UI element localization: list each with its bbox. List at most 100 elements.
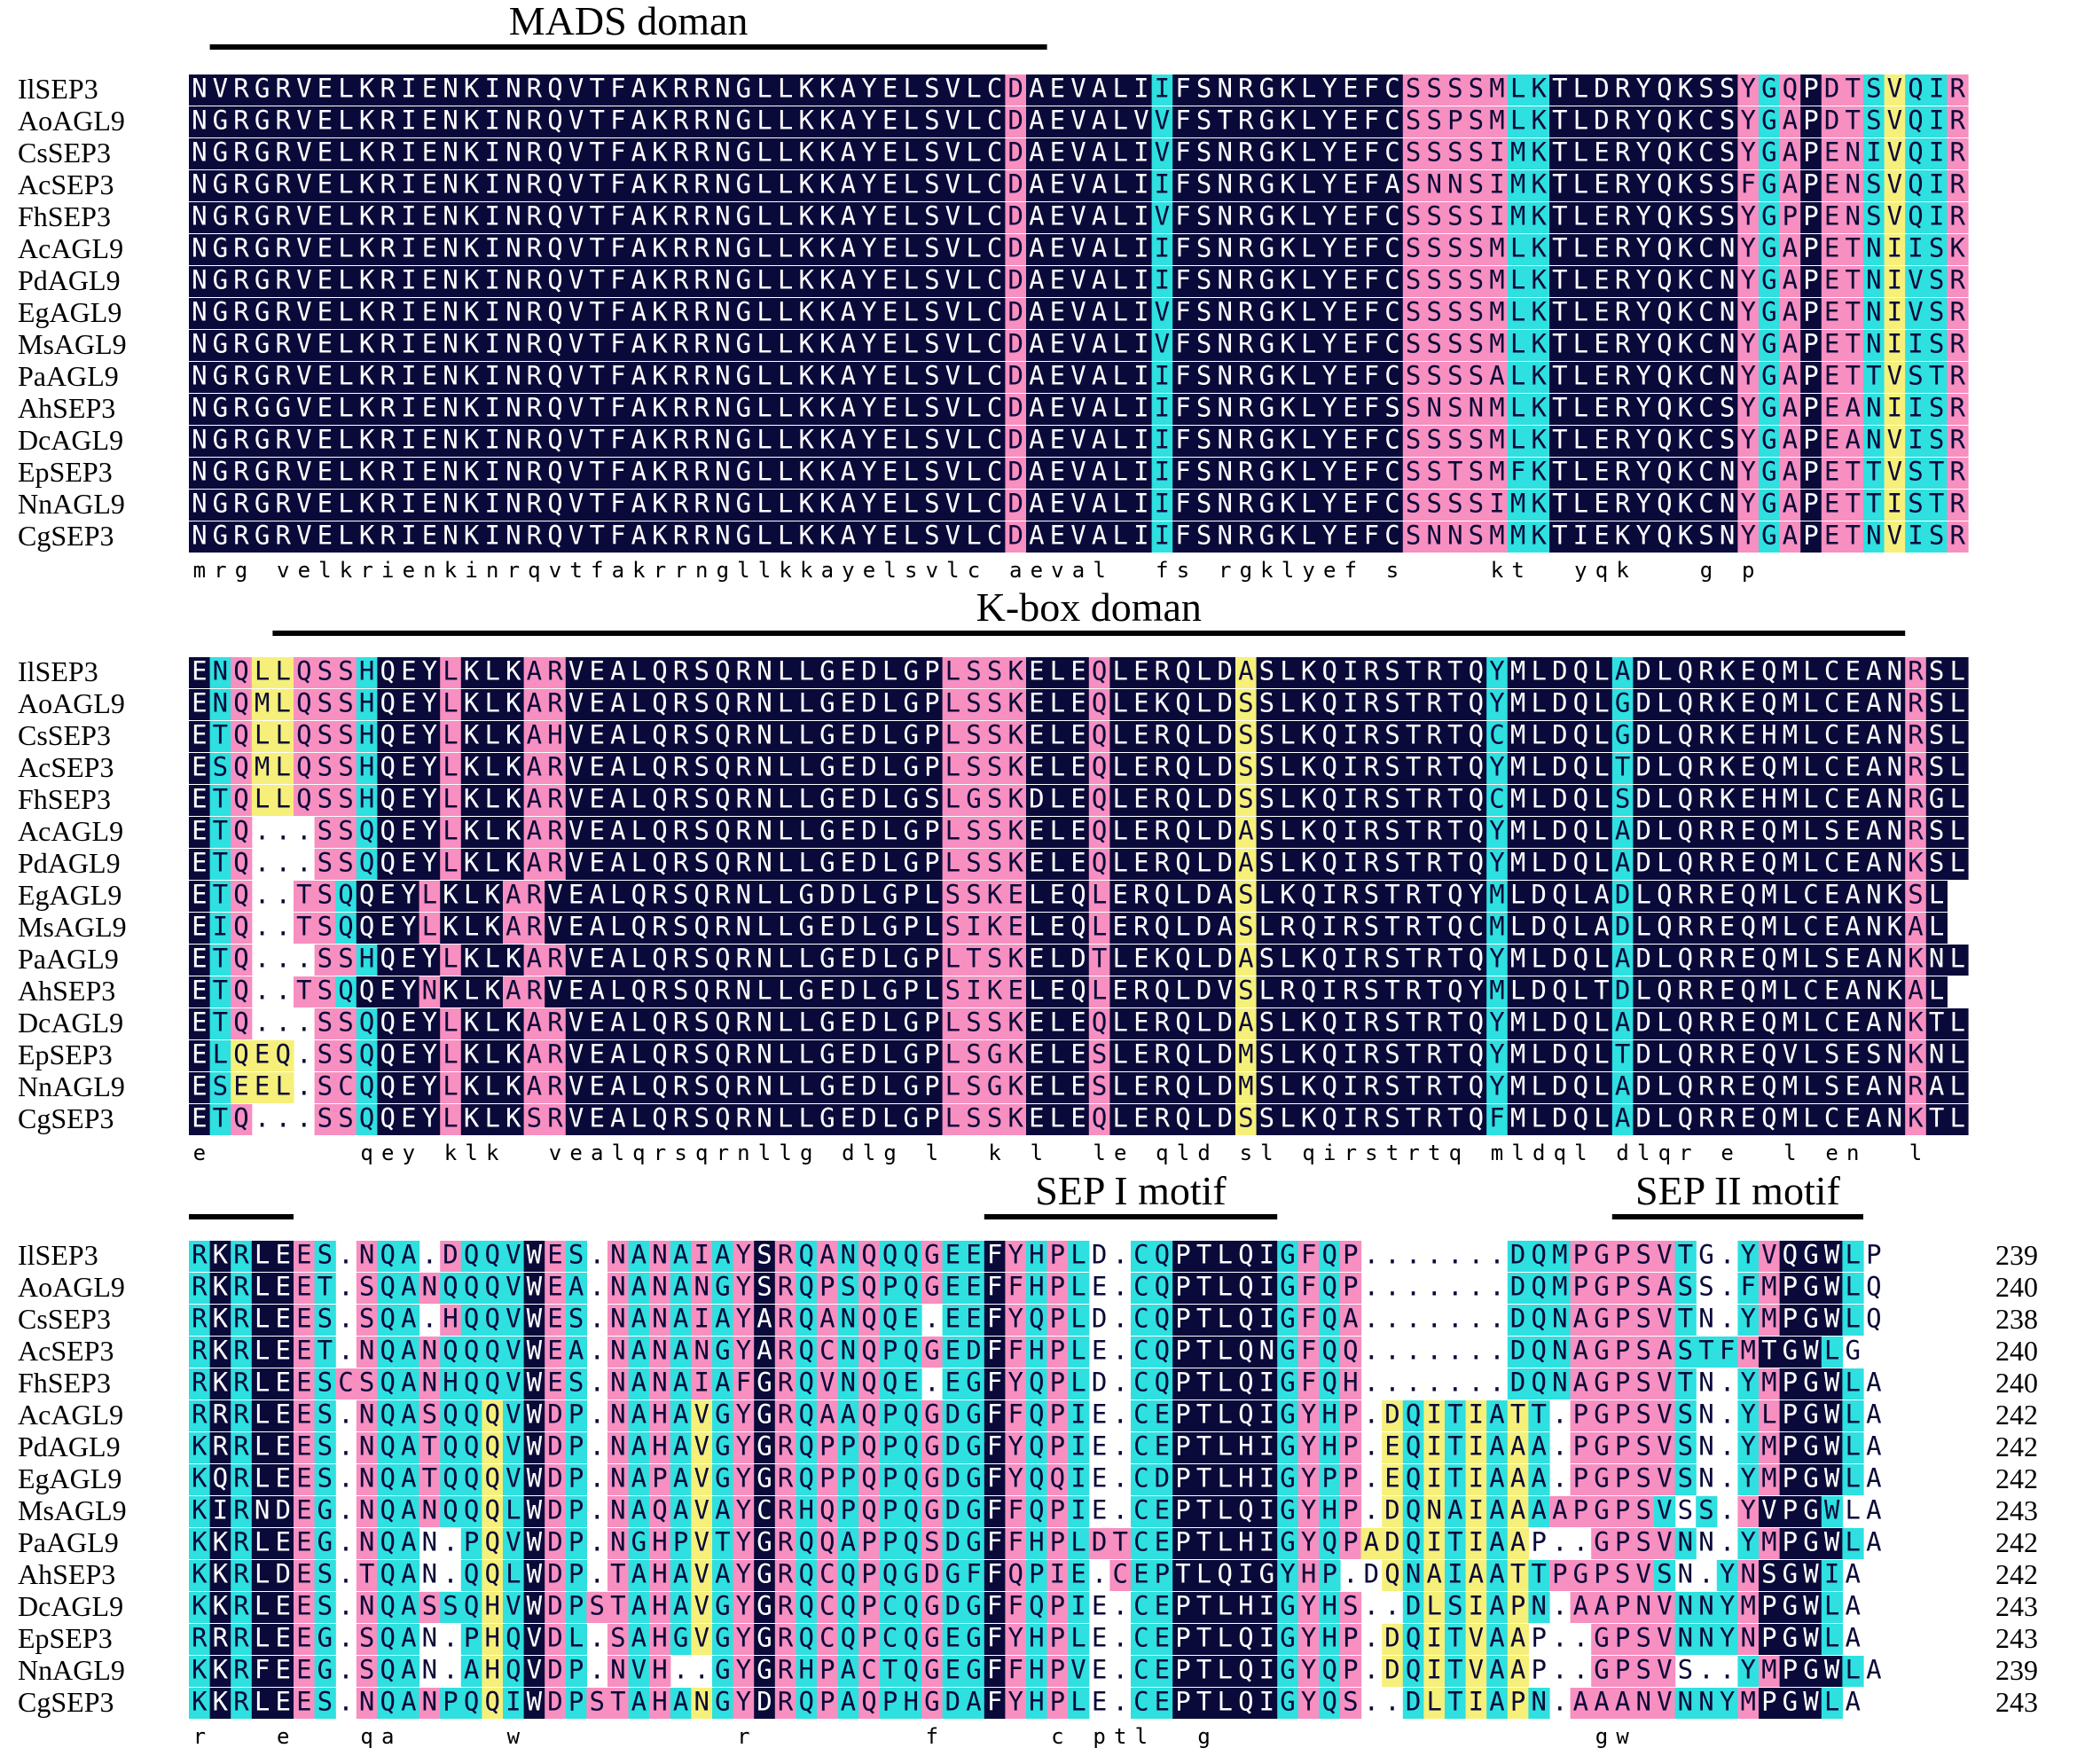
residue: V [1155,297,1170,327]
residue: F [1364,425,1379,455]
residue: L [1112,329,1127,359]
residue: V [1070,329,1086,359]
residue: L [778,265,793,295]
residue: E [1343,201,1358,231]
residue: E [589,944,604,974]
residue: L [778,393,793,423]
residue: S [1929,329,1944,359]
residue: Y [1740,201,1755,231]
residue: P [924,944,939,974]
residue: S [1469,265,1484,295]
residue: Q [631,976,647,1006]
residue: R [1426,720,1442,750]
residue: . [275,976,290,1006]
residue: V [568,1007,584,1038]
residue: R [1949,297,1965,327]
residue: K [798,106,814,136]
sequence-row: IlSEP3 E N Q L L Q S S H Q E Y L K L K A R V E A L Q R S Q R N L L G E D L… [18,655,1969,688]
consensus-residue: a [1009,558,1022,583]
residue: R [694,169,709,200]
residue-shade [272,106,294,137]
residue: L [778,329,793,359]
residue: Y [1321,361,1336,391]
residue: M [1510,1071,1525,1102]
residue: K [1678,201,1694,231]
residue: Q [1573,656,1588,686]
residue: S [673,912,688,942]
residue: E [1343,457,1358,487]
residue: A [841,425,856,455]
residue: E [422,425,437,455]
residue: Q [359,1007,374,1038]
residue-shade [1151,74,1173,106]
residue: R [380,489,396,519]
residue: I [1908,329,1923,359]
residue: T [1845,233,1860,263]
residue: A [1783,393,1798,423]
domain-title: MADS doman [509,0,749,43]
residue-shade [1068,74,1090,106]
residue: G [213,169,228,200]
residue: S [1426,74,1441,104]
residue: K [464,720,480,750]
residue: A [841,201,856,231]
residue: L [1657,944,1672,974]
residue: V [1908,297,1923,327]
residue: E [1133,656,1148,686]
residue: Y [422,1071,437,1102]
residue: S [924,521,939,551]
residue: L [903,457,918,487]
residue: I [1321,880,1336,910]
residue: A [1238,1007,1253,1038]
residue: K [506,720,521,750]
residue: L [1594,816,1609,846]
residue: E [192,688,207,718]
residue: G [1761,457,1776,487]
residue: E [401,944,416,974]
residue: C [1384,361,1399,391]
residue: Q [1175,816,1190,846]
residue: E [1112,976,1127,1006]
residue: K [819,329,835,359]
residue: R [547,1007,563,1038]
residue: C [1824,720,1839,750]
residue: S [317,912,333,942]
residue: L [484,816,499,846]
residue: E [1824,265,1839,295]
residue: S [1406,329,1421,359]
residue: R [1949,457,1965,487]
residue: P [924,848,939,878]
residue: I [401,233,416,263]
residue: G [1761,521,1776,551]
residue: L [1531,944,1546,974]
residue: S [987,752,1002,782]
residue: L [1029,976,1044,1006]
residue: L [778,912,793,942]
residue: S [1426,361,1441,391]
residue: A [841,489,856,519]
residue: Q [1908,74,1923,104]
residue: G [903,656,918,686]
residue: D [1615,976,1630,1006]
residue: R [736,1039,752,1070]
sequence-name: NnAGL9 [18,488,125,520]
residue-shade [231,74,253,106]
residue: E [882,201,897,231]
residue: E [589,688,604,718]
residue: Q [1321,1007,1336,1038]
residue-shade [754,74,776,106]
residue: F [1175,521,1190,551]
residue: L [275,656,290,686]
residue: L [1280,656,1295,686]
residue: L [778,720,793,750]
residue: D [1552,752,1567,782]
residue: K [1280,169,1296,200]
residue-shade [1528,74,1550,106]
residue: S [1259,848,1274,878]
residue: C [987,393,1002,423]
residue: R [275,329,291,359]
residue: E [192,1071,207,1102]
residue: S [1469,137,1484,168]
residue: Q [1469,656,1484,686]
residue: E [1343,361,1358,391]
